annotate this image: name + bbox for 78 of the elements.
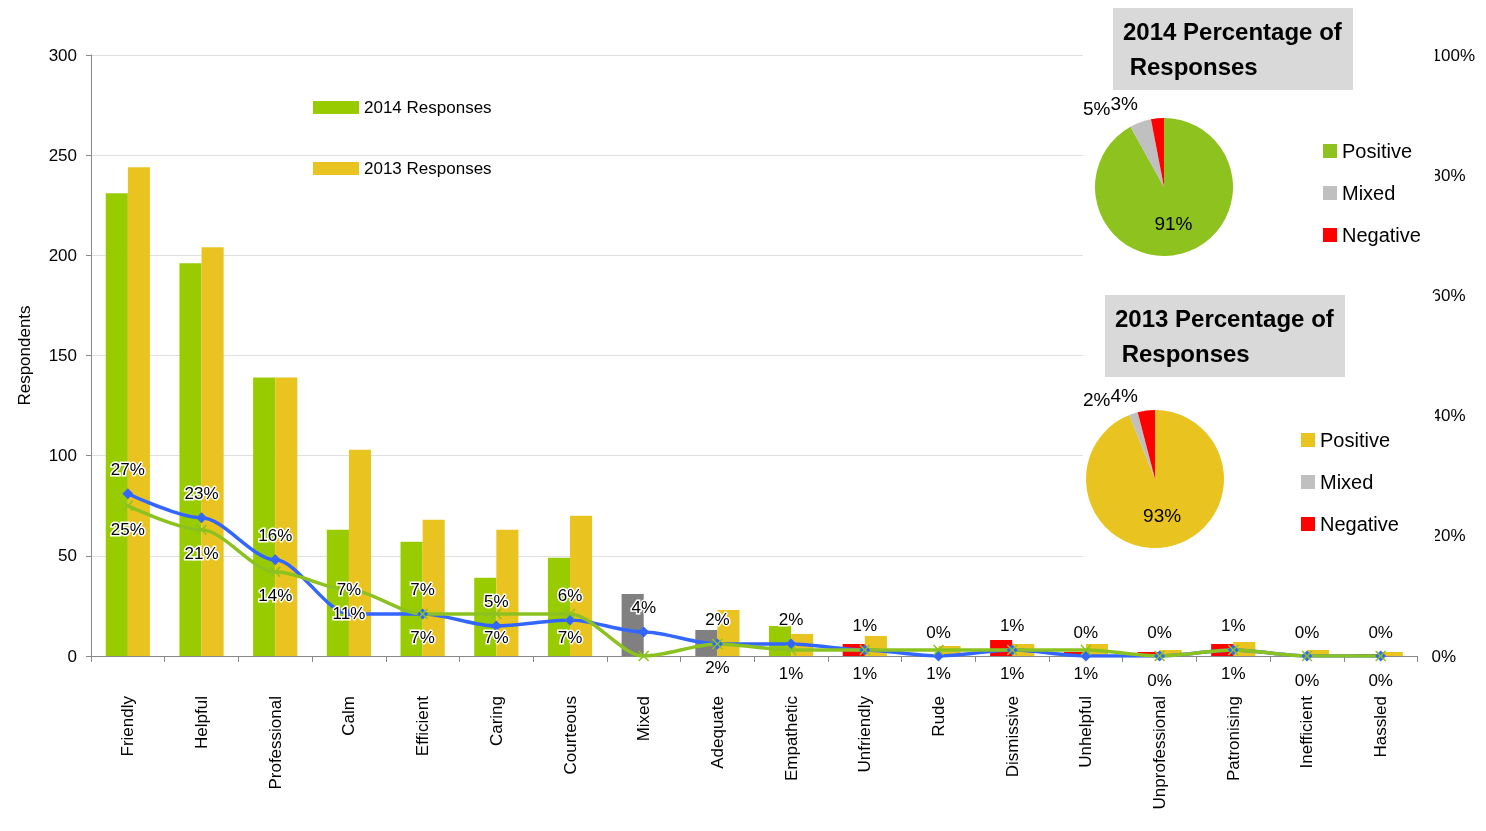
chart-title: 2014 Percentage of Responses <box>1123 18 1343 80</box>
data-label: 2% <box>1082 388 1111 410</box>
data-label: 1% <box>778 664 804 684</box>
data-label: 14% <box>258 586 293 606</box>
data-label: 0% <box>1294 622 1320 642</box>
x-tick-label: Calm <box>339 696 359 736</box>
y2-tick-label: 0% <box>1431 646 1457 666</box>
legend-label: 2013 Responses <box>364 159 492 178</box>
legend-label: 2014 Responses <box>364 98 492 117</box>
data-label: 0% <box>1368 670 1393 690</box>
data-label: 7% <box>557 628 583 648</box>
y-tick-label: 200 <box>48 245 77 265</box>
data-label: 0% <box>926 622 951 642</box>
data-label: 4% <box>1110 385 1139 407</box>
data-label: 7% <box>410 580 435 600</box>
y-tick-label: 250 <box>48 145 77 165</box>
data-label: 1% <box>999 616 1025 636</box>
data-label: 0% <box>1147 670 1172 690</box>
data-label: 1% <box>1220 664 1246 684</box>
data-label: 25% <box>110 520 145 540</box>
data-label: 7% <box>410 628 435 648</box>
data-label: 5% <box>484 592 509 612</box>
data-label: 7% <box>484 628 509 648</box>
x-tick-label: Inefficient <box>1297 695 1317 769</box>
data-label: 2% <box>705 610 730 630</box>
y-tick-label: 300 <box>48 45 77 65</box>
x-tick-label: Patronising <box>1223 696 1243 782</box>
x-tick-label: Rude <box>929 696 948 737</box>
legend-label: Mixed <box>1342 182 1396 204</box>
data-label: 21% <box>184 544 219 564</box>
data-label: 4% <box>631 598 657 618</box>
data-label: 23% <box>184 484 219 504</box>
y-tick-label: 150 <box>48 346 77 365</box>
data-label: 3% <box>1110 92 1139 114</box>
data-label: 7% <box>336 580 362 600</box>
legend-label: Positive <box>1342 140 1413 162</box>
y-tick-label: 0 <box>67 646 77 666</box>
data-label: 0% <box>1147 622 1172 642</box>
data-label: 27% <box>110 460 145 480</box>
x-tick-label: Efficient <box>413 695 433 757</box>
data-label: 1% <box>1220 616 1246 636</box>
x-tick-label: Unfriendly <box>855 695 875 773</box>
x-tick-label: Unhelpful <box>1076 696 1096 768</box>
legend-label: Positive <box>1320 429 1391 451</box>
legend-label: Negative <box>1342 224 1421 246</box>
data-label: 1% <box>999 664 1025 684</box>
y-tick-label: 50 <box>58 546 77 566</box>
x-tick-label: Friendly <box>118 695 138 757</box>
legend-label: Mixed <box>1320 471 1374 493</box>
data-label: 0% <box>1368 622 1393 642</box>
x-tick-label: Caring <box>486 696 506 747</box>
data-label: 1% <box>1073 664 1099 684</box>
data-label: 91% <box>1154 212 1193 234</box>
y2-tick-label: 100% <box>1431 45 1475 65</box>
y-axis-title: Respondents <box>15 305 34 406</box>
x-tick-label: Courteous <box>560 696 580 775</box>
data-label: 0% <box>1073 622 1099 642</box>
x-tick-label: Hassled <box>1371 696 1391 758</box>
data-label: 2% <box>705 658 730 678</box>
data-label: 5% <box>1082 97 1111 119</box>
x-tick-label: Dismissive <box>1002 696 1022 778</box>
x-tick-label: Unprofessional <box>1150 696 1170 810</box>
x-tick-label: Mixed <box>634 696 654 742</box>
data-label: 1% <box>852 616 878 636</box>
data-label: 1% <box>926 664 951 684</box>
data-label: 16% <box>258 526 293 546</box>
x-tick-label: Professional <box>265 696 285 790</box>
x-tick-label: Adequate <box>707 696 727 769</box>
data-label: 0% <box>1294 670 1320 690</box>
chart-title: 2013 Percentage of Responses <box>1115 305 1335 367</box>
data-label: 6% <box>557 586 583 606</box>
data-label: 1% <box>852 664 878 684</box>
data-label: 93% <box>1143 505 1182 527</box>
x-tick-label: Empathetic <box>781 695 801 782</box>
legend-label: Negative <box>1320 513 1399 535</box>
y-tick-label: 100 <box>48 446 77 466</box>
x-tick-label: Helpful <box>192 696 212 749</box>
data-label: 2% <box>778 610 804 630</box>
